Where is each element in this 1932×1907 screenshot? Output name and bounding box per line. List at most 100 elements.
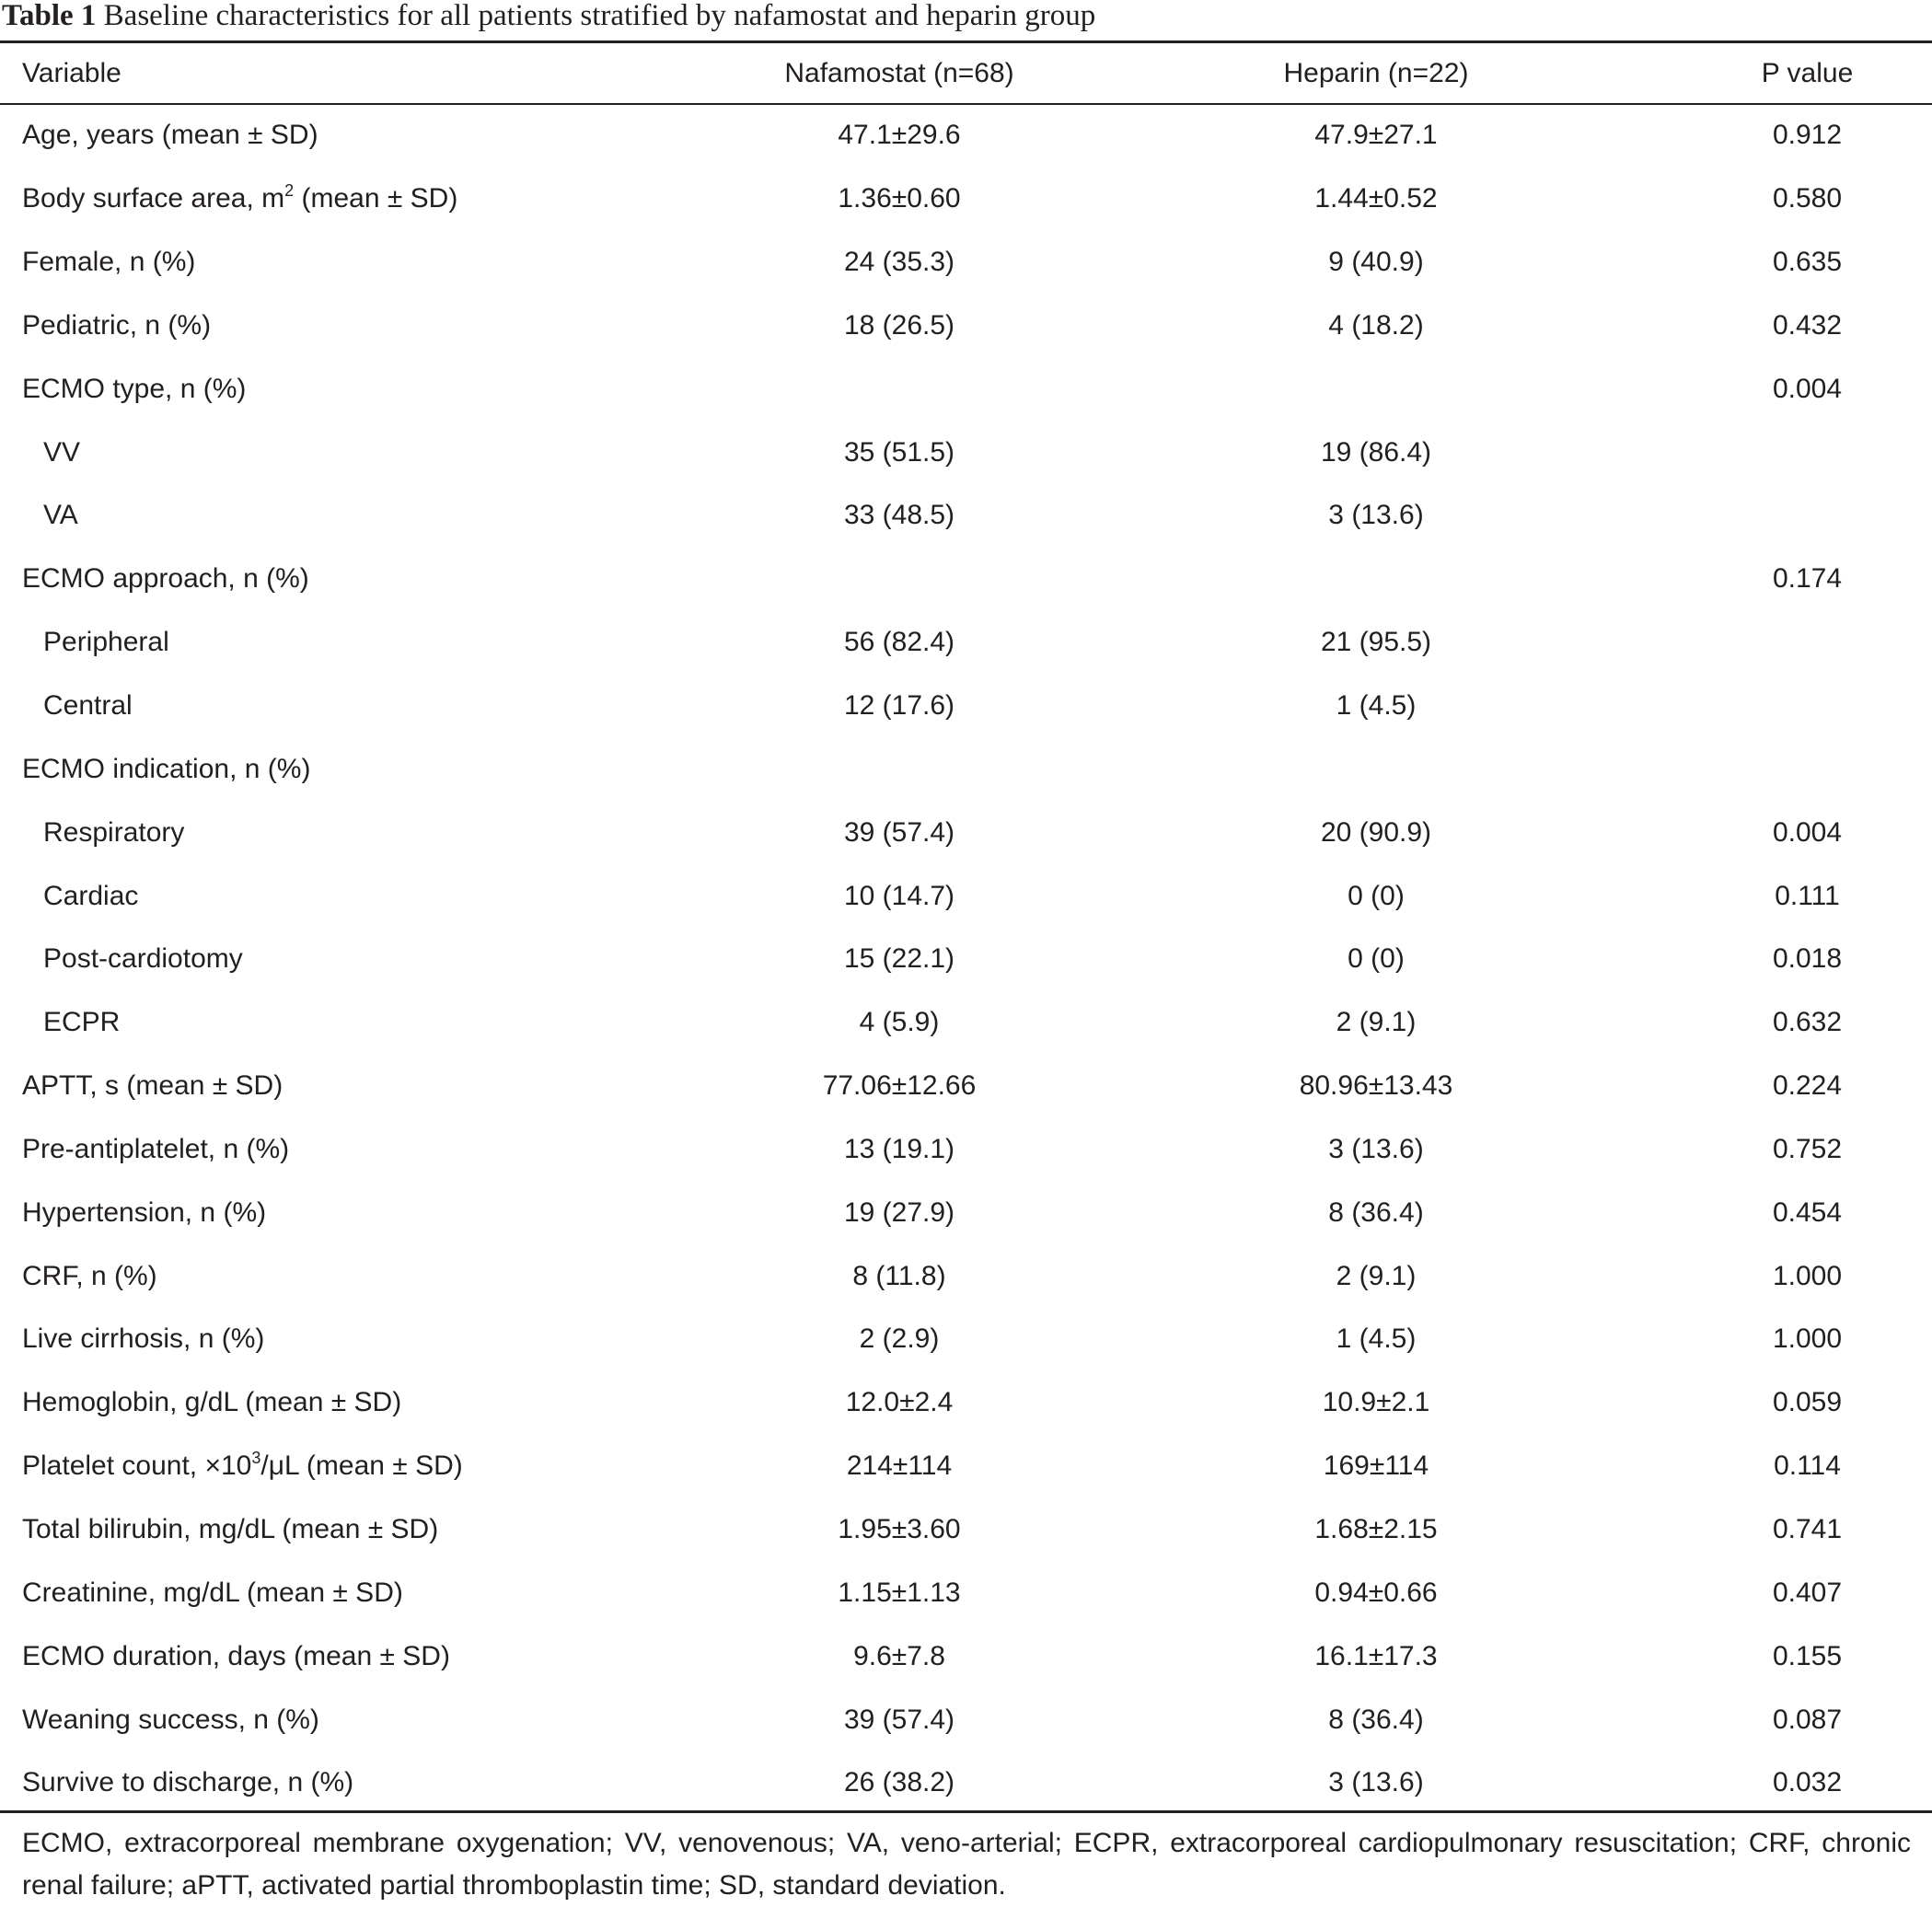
cell-variable: Age, years (mean ± SD) [22,120,318,151]
cell-p-value [1692,421,1932,484]
cell-heparin: 47.9±27.1 [1314,120,1438,151]
column-header-variable: Variable [22,57,121,88]
cell-variable: Live cirrhosis, n (%) [22,1323,265,1355]
cell-nafamostat [683,548,1042,611]
cell-nafamostat: 18 (26.5) [843,309,955,341]
table-row: ECMO duration, days (mean ± SD) 9.6±7.8 … [0,1624,1932,1688]
cell-nafamostat [683,737,1042,801]
cell-heparin: 80.96±13.43 [1299,1070,1453,1102]
cell-variable: CRF, n (%) [22,1260,157,1291]
cell-variable: Female, n (%) [22,247,196,278]
cell-p-value: 0.087 [1772,1704,1843,1735]
cell-heparin: 4 (18.2) [1328,309,1424,341]
cell-p-value: 0.741 [1772,1513,1843,1544]
cell-heparin [1042,357,1692,421]
cell-variable: Cardiac [43,880,139,911]
table-caption-text: Baseline characteristics for all patient… [103,0,1096,32]
cell-heparin: 8 (36.4) [1328,1704,1424,1735]
cell-heparin: 1 (4.5) [1336,690,1417,722]
table-row: Platelet count, ×103/μL (mean ± SD) 214±… [0,1435,1932,1498]
table-caption-label: Table 1 [2,0,97,32]
table-caption: Table 1 Baseline characteristics for all… [2,0,1095,37]
table-row: Body surface area, m2 (mean ± SD) 1.36±0… [0,168,1932,231]
table-row: Hemoglobin, g/dL (mean ± SD) 12.0±2.4 10… [0,1371,1932,1435]
table-row: Live cirrhosis, n (%) 2 (2.9) 1 (4.5) 1.… [0,1308,1932,1371]
cell-variable-text: Body surface area, m [22,183,285,214]
cell-heparin: 9 (40.9) [1328,247,1424,278]
cell-nafamostat: 24 (35.3) [843,247,955,278]
cell-variable: VA [43,500,78,531]
cell-variable: Platelet count, ×103/μL (mean ± SD) [0,1435,683,1498]
cell-p-value: 0.580 [1772,183,1843,214]
table-row: Post-cardiotomy 15 (22.1) 0 (0) 0.018 [0,928,1932,991]
cell-heparin: 19 (86.4) [1320,436,1432,468]
cell-p-value: 0.432 [1772,309,1843,341]
cell-heparin: 21 (95.5) [1320,627,1432,658]
cell-nafamostat: 35 (51.5) [843,436,955,468]
cell-variable-text: /μL (mean ± SD) [260,1450,463,1482]
table-header-rule [0,103,1932,105]
cell-p-value: 0.224 [1772,1070,1843,1102]
cell-nafamostat: 39 (57.4) [843,816,955,848]
table-top-rule [0,40,1932,43]
cell-heparin: 169±114 [1323,1450,1429,1482]
cell-heparin [1042,548,1692,611]
column-header-heparin: Heparin (n=22) [1283,57,1469,88]
cell-variable: VV [43,436,81,468]
cell-nafamostat: 1.36±0.60 [838,183,961,214]
cell-heparin: 0 (0) [1348,880,1405,911]
cell-p-value: 0.454 [1772,1196,1843,1228]
cell-p-value: 0.111 [1775,880,1840,911]
cell-heparin: 1 (4.5) [1336,1323,1417,1355]
cell-variable: Pre-antiplatelet, n (%) [22,1133,290,1164]
cell-variable: Total bilirubin, mg/dL (mean ± SD) [22,1513,439,1544]
cell-nafamostat: 13 (19.1) [843,1133,955,1164]
table-row: Age, years (mean ± SD) 47.1±29.6 47.9±27… [0,104,1932,168]
table-row: Female, n (%) 24 (35.3) 9 (40.9) 0.635 [0,231,1932,295]
cell-nafamostat [683,357,1042,421]
cell-p-value: 0.155 [1772,1640,1843,1671]
column-header-nafamostat: Nafamostat (n=68) [784,57,1014,88]
cell-nafamostat: 77.06±12.66 [822,1070,977,1102]
cell-nafamostat: 2 (2.9) [859,1323,940,1355]
table-row: Survive to discharge, n (%) 26 (38.2) 3 … [0,1751,1932,1815]
table-footnote: ECMO, extracorporeal membrane oxygenatio… [22,1828,1911,1901]
cell-p-value: 1.000 [1772,1260,1843,1291]
cell-nafamostat: 4 (5.9) [859,1007,940,1038]
baseline-characteristics-table: Variable Nafamostat (n=68) Heparin (n=22… [0,42,1932,1815]
cell-nafamostat: 47.1±29.6 [838,120,961,151]
cell-heparin: 1.44±0.52 [1314,183,1438,214]
cell-nafamostat: 12.0±2.4 [845,1387,954,1418]
cell-heparin: 2 (9.1) [1336,1260,1417,1291]
table-row: Pediatric, n (%) 18 (26.5) 4 (18.2) 0.43… [0,295,1932,358]
table-bottom-rule [0,1810,1932,1813]
cell-nafamostat: 1.15±1.13 [838,1577,961,1608]
cell-variable: Body surface area, m2 (mean ± SD) [0,168,683,231]
cell-p-value: 0.114 [1774,1450,1841,1482]
cell-nafamostat: 8 (11.8) [852,1260,946,1291]
cell-variable: Hypertension, n (%) [22,1196,267,1228]
cell-p-value: 1.000 [1772,1323,1843,1355]
cell-p-value [1692,611,1932,675]
cell-variable: ECMO indication, n (%) [22,753,311,784]
table-row: Cardiac 10 (14.7) 0 (0) 0.111 [0,864,1932,928]
cell-heparin: 3 (13.6) [1328,500,1424,531]
cell-variable: ECMO type, n (%) [22,373,247,404]
cell-variable: Hemoglobin, g/dL (mean ± SD) [22,1387,402,1418]
table-row: ECMO type, n (%) 0.004 [0,357,1932,421]
cell-variable: Respiratory [43,816,185,848]
table-row: ECMO approach, n (%) 0.174 [0,548,1932,611]
table-row: Peripheral 56 (82.4) 21 (95.5) [0,611,1932,675]
cell-nafamostat: 15 (22.1) [843,943,955,975]
cell-nafamostat: 39 (57.4) [843,1704,955,1735]
cell-nafamostat: 1.95±3.60 [838,1513,961,1544]
table-row: Pre-antiplatelet, n (%) 13 (19.1) 3 (13.… [0,1118,1932,1182]
cell-nafamostat: 10 (14.7) [843,880,955,911]
cell-heparin: 0.94±0.66 [1314,1577,1438,1608]
cell-p-value: 0.032 [1772,1767,1843,1798]
superscript: 2 [284,181,295,201]
cell-nafamostat: 56 (82.4) [843,627,955,658]
table-row: VA 33 (48.5) 3 (13.6) [0,484,1932,548]
table-row: Weaning success, n (%) 39 (57.4) 8 (36.4… [0,1688,1932,1751]
cell-heparin: 1.68±2.15 [1314,1513,1438,1544]
